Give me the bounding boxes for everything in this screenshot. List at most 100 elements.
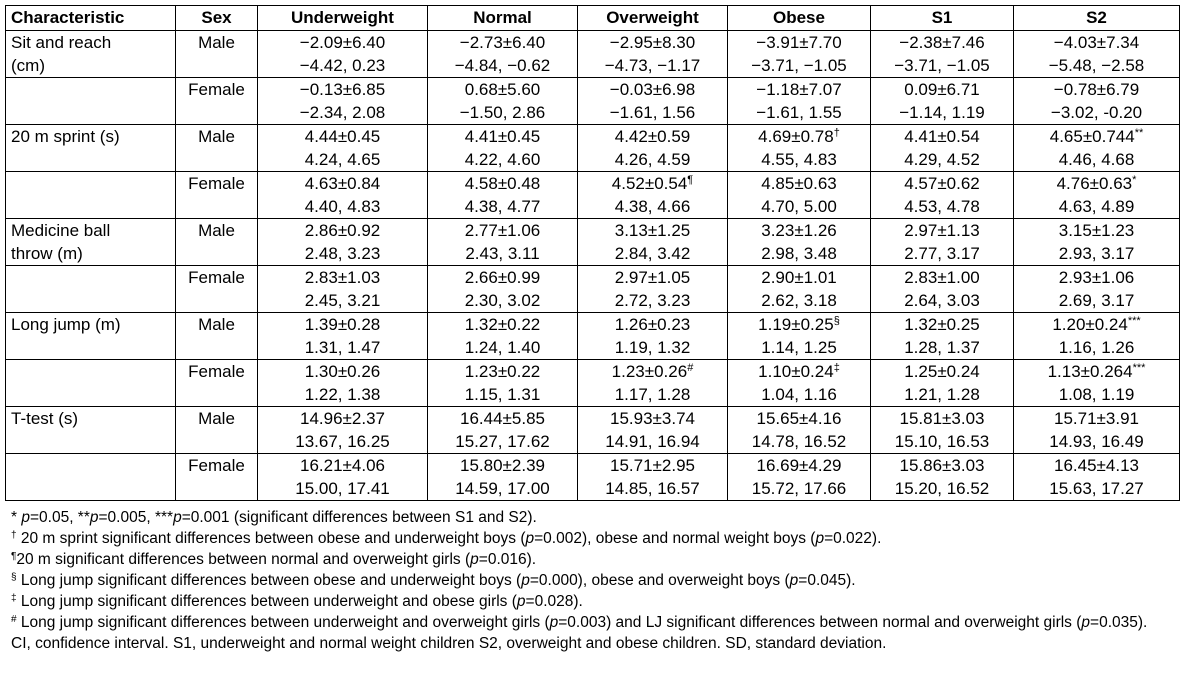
confidence-interval: 4.26, 4.59	[614, 150, 691, 169]
table-row: Sit and reach (cm) Male −2.09±6.40 −4.42, 0.…	[5, 30, 1180, 78]
confidence-interval: −3.02, -0.20	[1050, 103, 1143, 122]
confidence-interval: 14.91, 16.94	[605, 432, 700, 451]
column-header: Overweight	[577, 5, 728, 31]
mean-sd: −2.09±6.40	[299, 33, 386, 52]
mean-sd: 3.15±1.23	[1058, 221, 1135, 240]
mean-sd: 4.69±0.78	[758, 127, 834, 146]
footnote-text: 20 m sprint significant differences betw…	[16, 530, 526, 547]
table-row: Female −0.13±6.85 −2.34, 2.08 0.68±5.60 −1.5…	[5, 77, 1180, 125]
value-cell: 15.81±3.03 15.10, 16.53	[870, 406, 1014, 454]
value-cell: 16.21±4.06 15.00, 17.41	[257, 453, 428, 501]
column-header: Normal	[427, 5, 578, 31]
table-row: Female 4.63±0.84 4.40, 4.83 4.58±0.48 4.38, …	[5, 171, 1180, 219]
value-cell: 1.20±0.24*** 1.16, 1.26	[1013, 312, 1180, 360]
mean-sd: 0.68±5.60	[464, 80, 541, 99]
confidence-interval: −4.73, −1.17	[604, 56, 701, 75]
value-cell: 15.71±2.95 14.85, 16.57	[577, 453, 728, 501]
footnote-text: 20 m significant differences between nor…	[16, 551, 471, 568]
value-cell: 2.93±1.06 2.69, 3.17	[1013, 265, 1180, 313]
value-cell: 2.90±1.01 2.62, 3.18	[727, 265, 871, 313]
mean-sd: 1.32±0.25	[904, 315, 980, 334]
mean-sd: 1.23±0.22	[464, 362, 541, 381]
confidence-interval: 1.16, 1.26	[1058, 338, 1135, 357]
value-cell: 4.63±0.84 4.40, 4.83	[257, 171, 428, 219]
sex-cell: Male	[175, 312, 258, 360]
confidence-interval: −3.71, −1.05	[751, 56, 847, 75]
footnote: CI, confidence interval. S1, underweight…	[11, 633, 1181, 654]
value-cell: 16.69±4.29 15.72, 17.66	[727, 453, 871, 501]
confidence-interval: 13.67, 16.25	[295, 432, 390, 451]
characteristic-cell	[5, 265, 176, 313]
confidence-interval: 2.77, 3.17	[904, 244, 980, 263]
mean-sd: 4.85±0.63	[761, 174, 837, 193]
footnote-marker: *	[1132, 174, 1137, 186]
column-header: Characteristic	[5, 5, 176, 31]
table-body: Sit and reach (cm) Male −2.09±6.40 −4.42, 0.…	[5, 30, 1180, 501]
value-cell: −2.09±6.40 −4.42, 0.23	[257, 30, 428, 78]
footnote-text: p	[549, 614, 559, 631]
footnote-text: Long jump significant differences betwee…	[16, 614, 550, 631]
mean-sd: 14.96±2.37	[300, 409, 385, 428]
mean-sd: −4.03±7.34	[1053, 33, 1140, 52]
footnote-text: =0.022).	[824, 530, 882, 547]
value-cell: 1.23±0.26# 1.17, 1.28	[577, 359, 728, 407]
mean-sd: 15.81±3.03	[899, 409, 985, 428]
mean-sd: 2.97±1.13	[904, 221, 980, 240]
value-cell: 4.69±0.78† 4.55, 4.83	[727, 124, 871, 172]
confidence-interval: 4.29, 4.52	[904, 150, 980, 169]
footnote-marker: ‡	[833, 362, 840, 374]
mean-sd: 2.93±1.06	[1058, 268, 1135, 287]
characteristic-cell: 20 m sprint (s)	[5, 124, 176, 172]
confidence-interval: 4.46, 4.68	[1058, 150, 1135, 169]
mean-sd: 4.57±0.62	[904, 174, 980, 193]
table-row: T-test (s) Male 14.96±2.37 13.67, 16.25 16.4…	[5, 406, 1180, 454]
footnote-marker: †	[833, 127, 840, 139]
value-cell: 1.26±0.23 1.19, 1.32	[577, 312, 728, 360]
confidence-interval: 2.48, 3.23	[304, 244, 381, 263]
value-cell: 4.85±0.63 4.70, 5.00	[727, 171, 871, 219]
mean-sd: −2.95±8.30	[609, 33, 696, 52]
value-cell: −0.78±6.79 −3.02, -0.20	[1013, 77, 1180, 125]
mean-sd: 15.86±3.03	[899, 456, 985, 475]
footnote-text: =0.05, **	[29, 509, 90, 526]
mean-sd: 3.13±1.25	[614, 221, 691, 240]
mean-sd: 1.23±0.26	[611, 362, 688, 381]
value-cell: −2.73±6.40 −4.84, −0.62	[427, 30, 578, 78]
table-row: Medicine ball throw (m) Male 2.86±0.92 2.48,…	[5, 218, 1180, 266]
characteristic-cell: Long jump (m)	[5, 312, 176, 360]
confidence-interval: 14.85, 16.57	[605, 479, 700, 498]
value-cell: 2.97±1.05 2.72, 3.23	[577, 265, 728, 313]
footnote-text: p	[521, 572, 530, 589]
sex-cell: Female	[175, 171, 258, 219]
table-footnotes: * p=0.05, **p=0.005, ***p=0.001 (signifi…	[5, 507, 1181, 654]
confidence-interval: 2.93, 3.17	[1058, 244, 1135, 263]
value-cell: 2.86±0.92 2.48, 3.23	[257, 218, 428, 266]
value-cell: 4.42±0.59 4.26, 4.59	[577, 124, 728, 172]
footnote-marker: ***	[1132, 362, 1146, 374]
column-header: Underweight	[257, 5, 428, 31]
document: Characteristic Sex Underweight Normal Overwe…	[5, 5, 1181, 654]
characteristic-label: throw (m)	[11, 244, 83, 263]
column-header: S1	[870, 5, 1014, 31]
mean-sd: 1.20±0.24	[1052, 315, 1128, 334]
confidence-interval: 2.45, 3.21	[304, 291, 381, 310]
confidence-interval: 2.62, 3.18	[761, 291, 837, 310]
footnote-text: =0.035).	[1090, 614, 1148, 631]
footnote-marker: #	[687, 362, 694, 374]
confidence-interval: −1.61, 1.55	[756, 103, 842, 122]
header-row: Characteristic Sex Underweight Normal Overwe…	[5, 5, 1180, 31]
footnote-text: CI, confidence interval. S1, underweight…	[11, 635, 887, 652]
mean-sd: 2.66±0.99	[464, 268, 541, 287]
confidence-interval: 4.38, 4.77	[464, 197, 541, 216]
footnote-marker: ¶	[687, 174, 694, 186]
value-cell: 0.09±6.71 −1.14, 1.19	[870, 77, 1014, 125]
confidence-interval: 15.27, 17.62	[455, 432, 550, 451]
mean-sd: 4.41±0.45	[464, 127, 541, 146]
confidence-interval: 14.78, 16.52	[751, 432, 847, 451]
mean-sd: 1.39±0.28	[304, 315, 381, 334]
value-cell: 1.19±0.25§ 1.14, 1.25	[727, 312, 871, 360]
confidence-interval: 14.59, 17.00	[455, 479, 550, 498]
sex-cell: Female	[175, 77, 258, 125]
value-cell: 2.83±1.03 2.45, 3.21	[257, 265, 428, 313]
footnote-text: =0.005, ***	[98, 509, 174, 526]
